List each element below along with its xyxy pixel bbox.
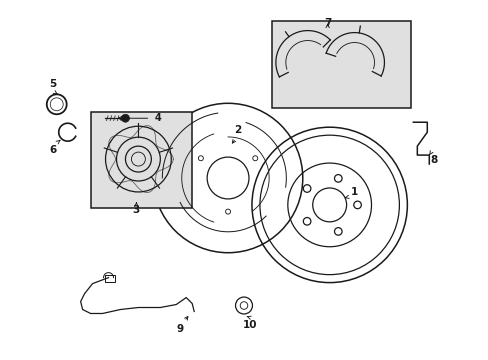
Text: 10: 10	[242, 320, 257, 330]
Text: 3: 3	[133, 205, 140, 215]
Text: 6: 6	[49, 145, 56, 155]
Text: 1: 1	[350, 187, 358, 197]
Text: 5: 5	[49, 79, 56, 89]
Text: 7: 7	[324, 18, 331, 28]
Text: 2: 2	[234, 125, 241, 135]
Bar	[90, 112, 192, 208]
Text: 4: 4	[154, 113, 161, 123]
Bar	[271, 21, 410, 108]
Text: 9: 9	[176, 324, 183, 334]
Circle shape	[121, 114, 129, 122]
Text: 8: 8	[430, 155, 437, 165]
Bar	[104, 275, 115, 282]
